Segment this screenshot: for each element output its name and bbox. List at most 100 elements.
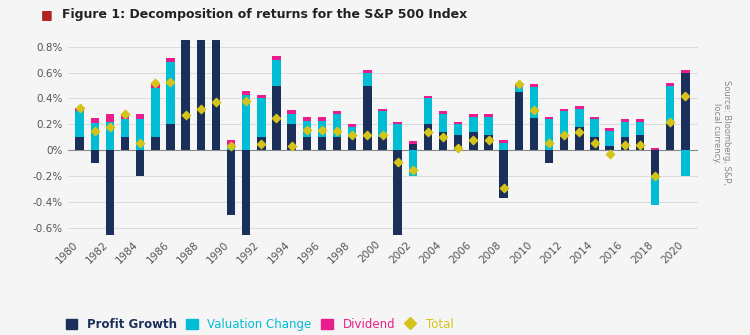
Point <box>406 167 418 173</box>
Bar <box>302 137 311 150</box>
Point <box>437 135 449 140</box>
Point <box>195 106 207 112</box>
Bar <box>409 141 417 144</box>
Bar <box>394 122 402 124</box>
Bar <box>136 114 144 119</box>
Bar <box>514 84 523 87</box>
Point <box>240 98 252 104</box>
Bar <box>363 85 371 150</box>
Bar <box>651 150 659 176</box>
Bar <box>378 109 387 112</box>
Point <box>331 128 343 134</box>
Bar <box>152 137 160 150</box>
Bar <box>514 92 523 150</box>
Bar <box>166 58 175 62</box>
Bar <box>211 0 220 150</box>
Bar <box>152 83 160 88</box>
Point <box>498 185 510 191</box>
Bar <box>76 137 84 150</box>
Bar <box>500 150 508 198</box>
Bar <box>651 148 659 150</box>
Bar <box>439 132 447 150</box>
Bar <box>560 112 568 137</box>
Bar <box>530 118 538 150</box>
Point <box>74 105 86 110</box>
Text: Source: Bloomberg, S&P,
local currency.: Source: Bloomberg, S&P, local currency. <box>712 80 731 186</box>
Bar <box>333 112 341 114</box>
Bar <box>590 137 598 150</box>
Bar <box>91 123 99 150</box>
Point <box>422 130 434 135</box>
Bar <box>439 114 447 132</box>
Bar <box>636 122 644 135</box>
Bar <box>257 98 265 137</box>
Point <box>362 132 374 137</box>
Bar <box>470 132 478 150</box>
Bar <box>500 142 508 150</box>
Bar <box>302 121 311 137</box>
Bar <box>409 144 417 150</box>
Bar <box>605 128 613 131</box>
Point <box>286 144 298 149</box>
Bar <box>348 137 356 150</box>
Bar <box>484 135 493 150</box>
Bar <box>545 150 554 163</box>
Text: ■: ■ <box>41 8 53 21</box>
Bar <box>454 124 463 135</box>
Bar <box>136 119 144 150</box>
Bar <box>575 106 584 109</box>
Point <box>180 113 192 118</box>
Bar <box>318 137 326 150</box>
Point <box>88 128 101 134</box>
Point <box>134 140 146 145</box>
Point <box>210 100 222 105</box>
Bar <box>318 117 326 121</box>
Bar <box>621 122 629 137</box>
Bar <box>409 150 417 176</box>
Point <box>104 124 116 130</box>
Bar <box>514 87 523 92</box>
Point <box>467 137 479 143</box>
Bar <box>287 110 296 114</box>
Bar <box>575 127 584 150</box>
Bar <box>454 135 463 150</box>
Bar <box>196 0 205 150</box>
Bar <box>575 109 584 127</box>
Point <box>255 141 267 146</box>
Point <box>225 144 237 149</box>
Bar <box>545 119 554 150</box>
Bar <box>424 98 432 124</box>
Point <box>680 93 692 98</box>
Bar <box>363 70 371 73</box>
Point <box>119 111 131 117</box>
Bar <box>242 91 250 94</box>
Bar <box>227 145 236 150</box>
Bar <box>257 94 265 98</box>
Bar <box>636 135 644 150</box>
Bar <box>152 88 160 137</box>
Point <box>271 115 283 121</box>
Bar <box>424 96 432 98</box>
Bar <box>484 117 493 135</box>
Point <box>392 159 404 164</box>
Bar <box>348 127 356 137</box>
Bar <box>106 114 114 122</box>
Bar <box>76 108 84 112</box>
Point <box>574 130 586 135</box>
Bar <box>560 137 568 150</box>
Point <box>558 132 570 137</box>
Bar <box>378 112 387 137</box>
Bar <box>302 117 311 121</box>
Bar <box>454 122 463 124</box>
Bar <box>605 146 613 150</box>
Bar <box>257 137 265 150</box>
Bar <box>590 119 598 137</box>
Bar <box>227 150 236 215</box>
Bar <box>681 150 689 176</box>
Bar <box>106 122 114 150</box>
Bar <box>666 85 674 124</box>
Point <box>346 132 358 137</box>
Point <box>604 151 616 157</box>
Bar <box>681 73 689 150</box>
Point <box>149 80 161 86</box>
